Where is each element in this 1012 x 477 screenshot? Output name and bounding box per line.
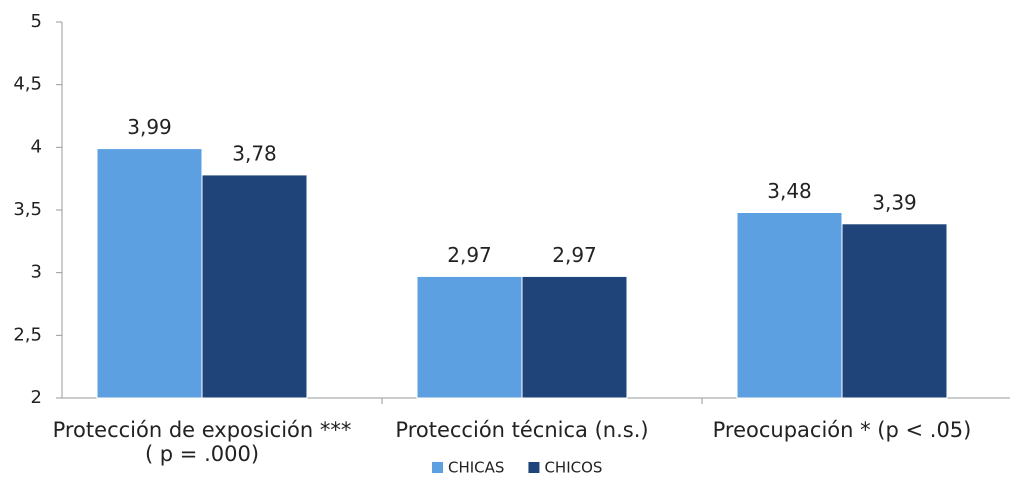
bar [841,223,948,399]
y-tick-label: 2 [31,387,42,408]
y-tick-label: 5 [31,11,42,32]
y-tick-label: 4 [31,136,42,157]
legend-label: CHICAS [448,459,504,477]
legend-swatch [528,462,540,473]
bar [416,275,523,399]
x-tick-label: Protección de exposición *** ( p = .000) [52,418,352,466]
legend-swatch [432,462,443,473]
value-label: 2,97 [447,243,492,267]
y-tick-label: 2,5 [13,324,42,345]
y-tick-label: 4,5 [13,74,42,95]
x-tick-label: Protección técnica (n.s.) [395,418,649,442]
value-label: 3,48 [767,179,812,203]
y-tick-label: 3 [31,262,42,283]
y-tick-label: 3,5 [13,199,42,220]
value-label: 2,97 [552,243,597,267]
bar [521,275,628,399]
value-label: 3,78 [232,141,277,165]
x-tick-label: Preocupación * (p < .05) [712,418,972,442]
value-label: 3,39 [872,190,917,214]
legend-label: CHICOS [544,459,602,477]
bar [201,174,308,399]
bar [96,148,203,399]
bar [736,212,843,399]
value-label: 3,99 [127,115,172,139]
